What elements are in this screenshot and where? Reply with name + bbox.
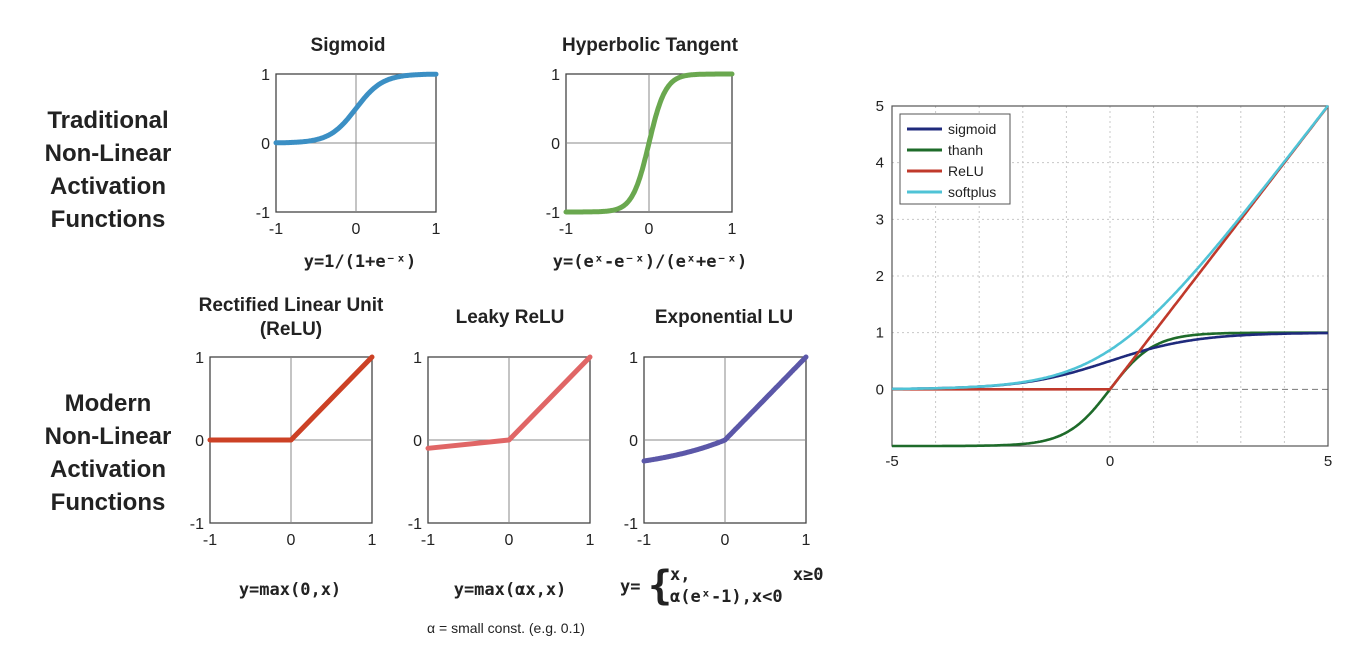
series-line-softplus	[891, 104, 1330, 391]
y-tick-label: 1	[876, 325, 884, 342]
x-tick-label: 0	[645, 221, 654, 238]
x-tick-label: 0	[1106, 453, 1114, 470]
y-tick-label: -1	[190, 516, 204, 533]
leaky-formula: y=max(αx,x)	[453, 580, 567, 600]
elu-case-negative: α(eˣ-1),x<0	[670, 587, 783, 607]
comparison-chart: -5 0 5 5 4 3 2 1 0 sigmoid thanh ReLU softplus	[876, 98, 1333, 470]
relu-chart: -1 0 1 1 0 -1	[190, 350, 377, 549]
x-tick-label: -1	[421, 532, 435, 549]
y-tick-label: 4	[876, 155, 884, 172]
y-tick-label: 1	[551, 67, 560, 84]
x-tick-label: 0	[505, 532, 514, 549]
tanh-title: Hyperbolic Tangent	[562, 35, 738, 56]
y-tick-label: 0	[261, 136, 270, 153]
legend-label: ReLU	[948, 163, 984, 179]
elu-curve	[641, 354, 809, 464]
relu-curve	[207, 354, 375, 443]
relu-formula: y=max(0,x)	[238, 580, 342, 600]
modern-row-label: Modern Non-Linear Activation Functions	[18, 387, 198, 519]
x-tick-label: 1	[368, 532, 377, 549]
row-label-line: Activation	[49, 173, 166, 200]
y-tick-label: 5	[876, 98, 884, 115]
elu-formula: y= { x, x≥0 α(eˣ-1),x<0	[620, 560, 824, 615]
tanh-formula: y=(eˣ-e⁻ˣ)/(eˣ+e⁻ˣ)	[552, 252, 748, 272]
x-tick-label: 0	[721, 532, 730, 549]
relu-title-line1: Rectified Linear Unit	[198, 295, 384, 316]
y-tick-label: 1	[413, 350, 422, 367]
elu-brace: {	[648, 563, 673, 609]
y-tick-label: 1	[261, 67, 270, 84]
x-tick-label: -5	[885, 453, 898, 470]
x-tick-label: 0	[352, 221, 361, 238]
leaky-curve	[425, 354, 593, 451]
y-tick-label: 0	[413, 433, 422, 450]
leaky-title: Leaky ReLU	[455, 307, 565, 328]
relu-title-line2: (ReLU)	[259, 319, 323, 340]
x-tick-label: -1	[269, 221, 283, 238]
y-tick-label: 0	[551, 136, 560, 153]
elu-title: Exponential LU	[654, 307, 794, 328]
row-label-line: Functions	[50, 489, 166, 516]
x-tick-label: 1	[432, 221, 441, 238]
legend-label: softplus	[948, 184, 996, 200]
x-tick-label: -1	[203, 532, 217, 549]
elu-case-positive: x, x≥0	[670, 565, 824, 585]
y-tick-label: 0	[195, 433, 204, 450]
traditional-row-label: Traditional Non-Linear Activation Functi…	[18, 104, 198, 236]
x-tick-label: 0	[287, 532, 296, 549]
legend-label: thanh	[948, 142, 983, 158]
elu-formula-prefix: y=	[620, 577, 641, 597]
leaky-alpha-note: α = small const. (e.g. 0.1)	[427, 620, 585, 636]
tanh-chart: -1 0 1 1 0 -1	[546, 67, 737, 238]
sigmoid-title: Sigmoid	[310, 35, 386, 56]
row-label-line: Functions	[50, 206, 166, 233]
legend-label: sigmoid	[948, 121, 996, 137]
x-tick-label: 5	[1324, 453, 1332, 470]
leaky-chart: -1 0 1 1 0 -1	[408, 350, 595, 549]
x-tick-label: 1	[802, 532, 811, 549]
y-tick-label: 1	[629, 350, 638, 367]
x-tick-label: 1	[728, 221, 737, 238]
tanh-curve	[563, 71, 735, 215]
y-tick-label: 0	[876, 381, 884, 398]
y-tick-label: -1	[546, 205, 560, 222]
row-label-line: Activation	[49, 456, 166, 483]
y-tick-label: 0	[629, 433, 638, 450]
row-label-line: Non-Linear	[44, 423, 172, 450]
row-label-line: Modern	[64, 390, 152, 417]
plot-frame	[891, 105, 1329, 447]
elu-chart: -1 0 1 1 0 -1	[624, 350, 811, 549]
x-tick-label: -1	[637, 532, 651, 549]
y-tick-label: 1	[195, 350, 204, 367]
row-label-line: Traditional	[47, 107, 169, 134]
sigmoid-formula: y=1/(1+e⁻ˣ)	[303, 252, 417, 272]
sigmoid-chart: -1 0 1 1 0 -1	[256, 67, 441, 238]
y-tick-label: 3	[876, 211, 884, 228]
y-tick-label: -1	[256, 205, 270, 222]
y-tick-label: -1	[408, 516, 422, 533]
y-tick-label: -1	[624, 516, 638, 533]
sigmoid-curve	[273, 71, 439, 146]
y-tick-label: 2	[876, 268, 884, 285]
x-tick-label: 1	[586, 532, 595, 549]
row-label-line: Non-Linear	[44, 140, 172, 167]
relu-title: Rectified Linear Unit (ReLU)	[160, 294, 422, 342]
x-tick-label: -1	[559, 221, 573, 238]
